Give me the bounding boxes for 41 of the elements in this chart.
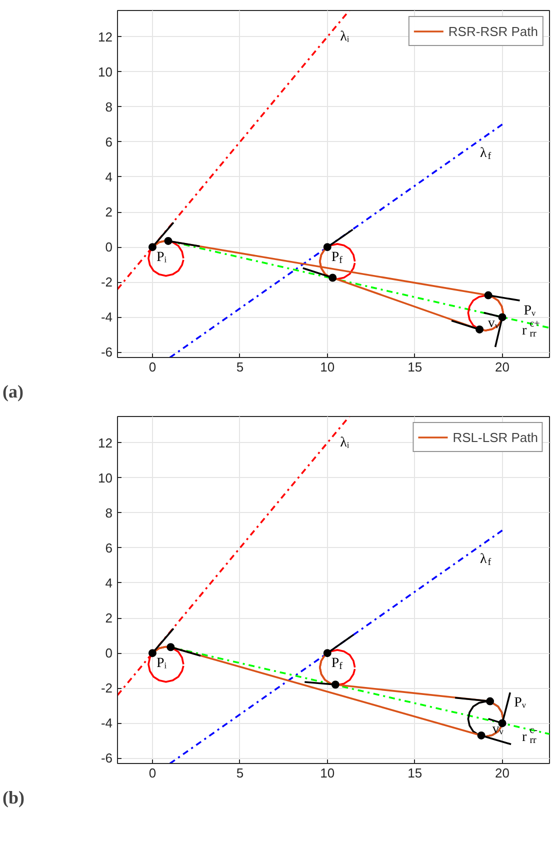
x-tick-label: 15	[408, 766, 422, 780]
y-tick-label: 2	[105, 610, 113, 626]
y-tick-label: 8	[105, 99, 113, 114]
y-tick-label: 10	[98, 470, 113, 486]
y-tick-label: 4	[105, 575, 113, 590]
y-tick-label: 8	[105, 505, 113, 520]
y-tick-label: -2	[100, 680, 113, 696]
y-tick-label: 6	[105, 134, 113, 150]
annotation: Pᵢ	[156, 656, 168, 672]
y-tick-label: -2	[100, 274, 113, 290]
annotation: Pᵥ	[514, 696, 527, 711]
y-tick-label: 12	[98, 29, 113, 44]
y-tick-label: -6	[100, 750, 113, 766]
annotation: λᵢ	[340, 29, 350, 44]
x-tick-label: 5	[236, 766, 244, 780]
annotation: λᵢ	[340, 435, 350, 450]
annotation: Pᵥ	[524, 304, 537, 319]
y-tick-label: 4	[105, 169, 113, 184]
x-tick-label: 20	[495, 766, 510, 780]
legend-label: RSR-RSR Path	[448, 24, 538, 38]
y-tick-label: -4	[100, 716, 113, 731]
legend-label: RSL-LSR Path	[452, 430, 538, 444]
x-tick-label: 0	[148, 766, 156, 780]
annotation: Pᵢ	[156, 250, 168, 266]
y-tick-label: 12	[98, 435, 113, 450]
y-tick-label: 0	[105, 646, 113, 661]
x-tick-label: 20	[495, 360, 510, 374]
y-tick-label: -6	[100, 344, 113, 360]
annotation: vᵥ	[488, 316, 500, 331]
y-tick-label: 2	[105, 204, 113, 220]
x-tick-label: 10	[320, 360, 335, 374]
text: (a)	[2, 382, 24, 402]
x-tick-label: 5	[236, 360, 244, 374]
y-tick-label: -4	[100, 310, 113, 325]
x-tick-label: 10	[320, 766, 335, 780]
y-tick-label: 6	[105, 540, 113, 556]
x-tick-label: 15	[408, 360, 422, 374]
text: (b)	[2, 788, 25, 808]
y-tick-label: 10	[98, 64, 113, 80]
x-tick-label: 0	[148, 360, 156, 374]
y-tick-label: 0	[105, 240, 113, 255]
